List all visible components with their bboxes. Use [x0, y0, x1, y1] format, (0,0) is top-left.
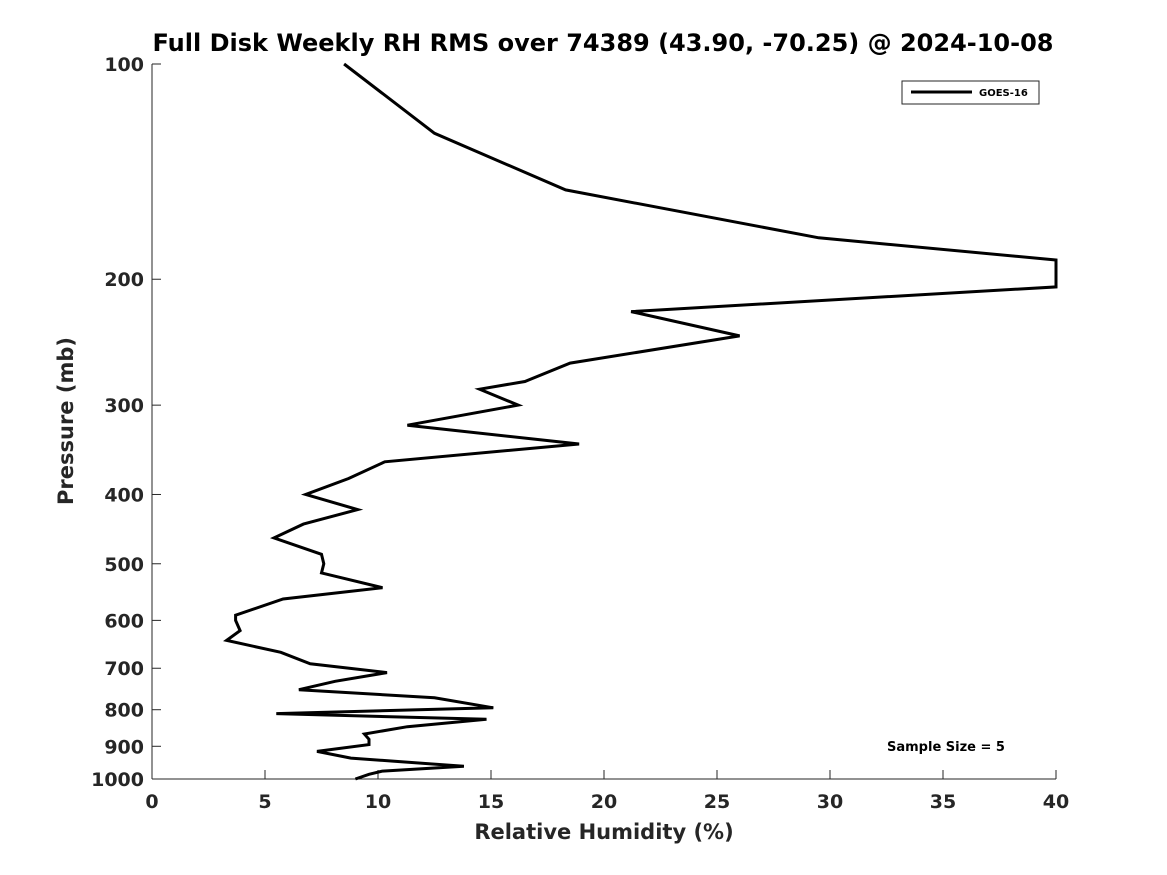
y-tick-label: 1000 [91, 769, 144, 791]
x-tick-label: 40 [1043, 791, 1069, 813]
y-tick-label: 800 [104, 700, 144, 722]
legend-label: GOES-16 [979, 88, 1028, 99]
series-layer [223, 62, 1058, 781]
x-tick-label: 10 [365, 791, 391, 813]
y-tick-label: 400 [104, 484, 144, 506]
x-tick-label: 25 [704, 791, 730, 813]
x-tick-label: 30 [817, 791, 843, 813]
x-tick-label: 0 [145, 791, 158, 813]
y-tick-label: 200 [104, 269, 144, 291]
y-tick-label: 600 [104, 610, 144, 632]
legend: GOES-16 [901, 80, 1040, 105]
x-ticks: 0 5 10 15 20 25 30 35 40 [145, 770, 1069, 813]
sample-size-annotation: Sample Size = 5 [887, 740, 1005, 755]
x-axis-label: Relative Humidity (%) [474, 820, 733, 844]
y-tick-label: 900 [104, 736, 144, 758]
x-tick-label: 20 [591, 791, 617, 813]
y-tick-label: 300 [104, 395, 144, 417]
y-tick-label: 100 [104, 54, 144, 76]
x-tick-label: 5 [258, 791, 271, 813]
y-tick-label: 500 [104, 554, 144, 576]
x-tick-label: 15 [478, 791, 504, 813]
y-tick-label: 700 [104, 658, 144, 680]
series-line-goes-16 [223, 62, 1058, 781]
y-axis-label: Pressure (mb) [54, 337, 78, 505]
x-tick-label: 35 [930, 791, 956, 813]
chart-title: Full Disk Weekly RH RMS over 74389 (43.9… [152, 29, 1053, 57]
y-ticks: 100 200 300 400 500 600 700 800 900 1000 [91, 54, 161, 791]
